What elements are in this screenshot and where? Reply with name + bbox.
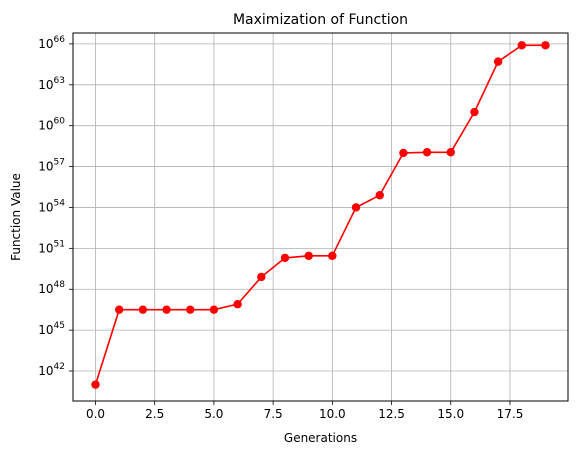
series-line — [94, 44, 546, 385]
grid — [73, 33, 568, 401]
plot-frame — [72, 32, 569, 402]
data-point — [399, 148, 408, 158]
data-point — [114, 305, 124, 314]
data-point — [186, 305, 195, 314]
x-axis-label: Generations — [284, 431, 357, 445]
data-point — [375, 190, 384, 200]
data-point — [422, 148, 432, 157]
data-point — [493, 57, 503, 66]
data-point — [541, 41, 550, 50]
x-tick-label: 12.5 — [378, 407, 405, 421]
x-axis: 0.0 2.5 5.0 7.5 10.0 12.5 15.0 17.5 — [86, 401, 523, 421]
data-points — [91, 41, 550, 389]
y-tick-label: 1045 — [38, 321, 65, 337]
data-point — [351, 203, 361, 212]
data-point — [138, 305, 148, 314]
y-tick-label: 1051 — [38, 239, 65, 255]
y-tick-label: 1063 — [38, 76, 65, 92]
data-point — [517, 41, 527, 50]
data-point — [470, 107, 479, 117]
data-point — [233, 300, 242, 309]
x-tick-label: 0.0 — [86, 407, 105, 421]
data-point — [162, 305, 171, 314]
x-tick-label: 10.0 — [319, 407, 346, 421]
data-point — [328, 251, 337, 261]
y-tick-label: 1048 — [38, 280, 65, 296]
data-point — [280, 253, 290, 263]
data-point — [209, 305, 219, 314]
y-axis: 1042 1045 1048 1051 1054 1057 1060 1063 1066 — [38, 35, 73, 378]
y-tick-label: 1054 — [38, 198, 65, 214]
data-point — [446, 148, 455, 157]
x-tick-label: 7.5 — [264, 407, 283, 421]
y-tick-label: 1057 — [38, 158, 65, 174]
chart-title: Maximization of Function — [233, 12, 408, 28]
y-tick-label: 1066 — [38, 35, 65, 51]
y-axis-label: Function Value — [9, 173, 23, 261]
x-tick-label: 17.5 — [497, 407, 524, 421]
x-tick-label: 5.0 — [204, 407, 223, 421]
data-point — [91, 380, 100, 389]
y-tick-label: 1060 — [38, 117, 65, 133]
y-tick-label: 1042 — [38, 362, 65, 378]
x-tick-label: 15.0 — [437, 407, 464, 421]
data-point — [257, 272, 266, 282]
x-tick-label: 2.5 — [145, 407, 164, 421]
data-point — [304, 251, 313, 261]
